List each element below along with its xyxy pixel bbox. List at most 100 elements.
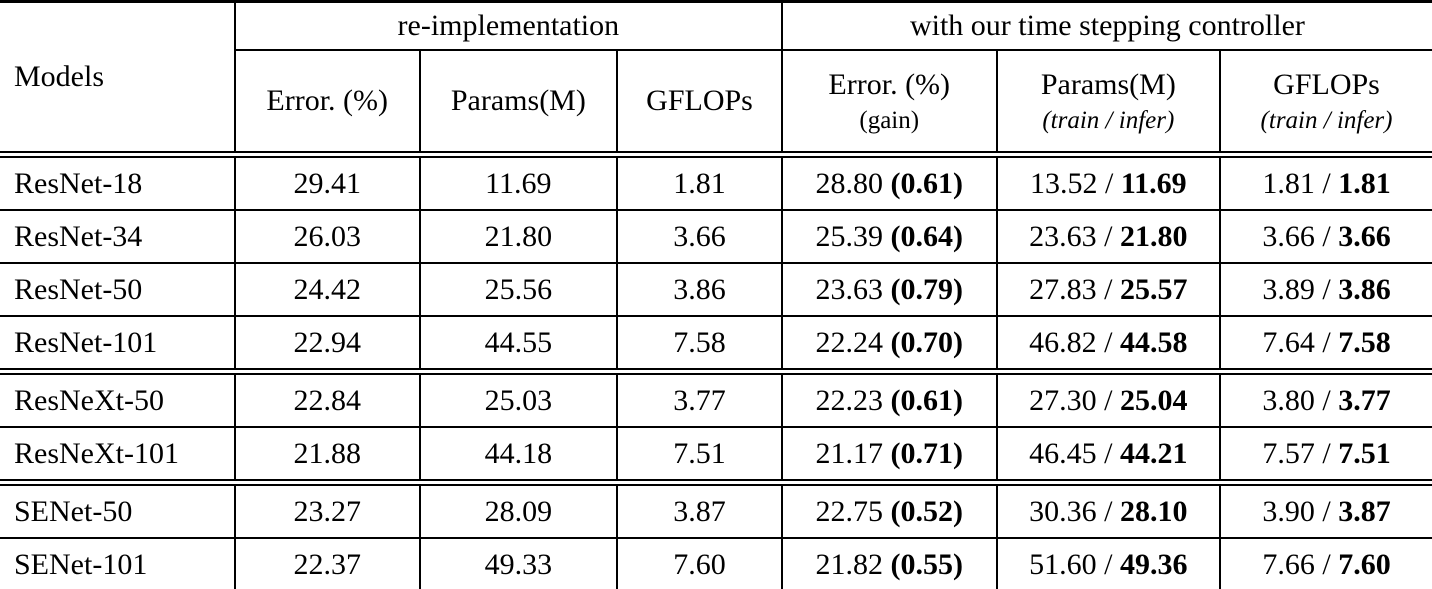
- cell-params: 28.09: [419, 479, 619, 538]
- error-value: 21.82: [815, 547, 884, 581]
- table-row: SENet-50 23.27 28.09 3.87 22.75 (0.52) 3…: [0, 479, 1432, 538]
- error-value: 22.75: [815, 494, 884, 528]
- cell-gflops-traininfer: 7.64 / 7.58: [1220, 315, 1432, 372]
- cell-model: ResNet-34: [0, 209, 236, 263]
- params-infer-value: 25.57: [1120, 272, 1188, 306]
- cell-gflops-traininfer: 1.81 / 1.81: [1220, 151, 1432, 210]
- cell-gflops: 3.77: [617, 368, 783, 427]
- error-value: 23.63: [815, 272, 884, 306]
- cell-params-traininfer: 46.45 / 44.21: [996, 426, 1222, 483]
- params-infer-value: 44.21: [1120, 436, 1188, 470]
- header-gflops: GFLOPs: [617, 50, 783, 155]
- header-error-gain: Error. (%) (gain): [781, 50, 998, 155]
- cell-gflops: 7.58: [617, 315, 783, 372]
- header-error-gain-line2: (gain): [859, 106, 920, 134]
- header-group-controller: with our time stepping controller: [781, 1, 1432, 51]
- table-row: ResNet-101 22.94 44.55 7.58 22.24 (0.70)…: [0, 315, 1432, 372]
- header-gflops-traininfer-line1: GFLOPs: [1273, 67, 1380, 101]
- params-train-value: 23.63 /: [1029, 219, 1113, 253]
- params-train-value: 46.45 /: [1029, 436, 1113, 470]
- cell-model: ResNet-101: [0, 315, 236, 372]
- gflops-train-value: 1.81 /: [1262, 166, 1331, 200]
- cell-error: 24.42: [234, 262, 421, 316]
- group-header-row: Models re-implementation with our time s…: [0, 1, 1432, 155]
- cell-error: 22.94: [234, 315, 421, 372]
- cell-error-gain: 25.39 (0.64): [781, 209, 998, 263]
- cell-error: 22.84: [234, 368, 421, 427]
- sub-header-row: Error. (%) Params(M) GFLOPs Error. (%) (…: [0, 50, 1432, 155]
- cell-model: SENet-101: [0, 537, 236, 589]
- cell-params-traininfer: 23.63 / 21.80: [996, 209, 1222, 263]
- cell-params-traininfer: 27.30 / 25.04: [996, 368, 1222, 427]
- cell-params-traininfer: 51.60 / 49.36: [996, 537, 1222, 589]
- cell-gflops-traininfer: 3.66 / 3.66: [1220, 209, 1432, 263]
- header-models: Models: [0, 1, 236, 155]
- cell-gflops-traininfer: 3.90 / 3.87: [1220, 479, 1432, 538]
- table-row: ResNet-34 26.03 21.80 3.66 25.39 (0.64) …: [0, 209, 1432, 263]
- error-value: 22.23: [815, 383, 884, 417]
- cell-gflops: 3.86: [617, 262, 783, 316]
- cell-model: ResNet-50: [0, 262, 236, 316]
- cell-model: ResNeXt-50: [0, 368, 236, 427]
- table-row: SENet-101 22.37 49.33 7.60 21.82 (0.55) …: [0, 537, 1432, 589]
- cell-params-traininfer: 46.82 / 44.58: [996, 315, 1222, 372]
- cell-error-gain: 22.23 (0.61): [781, 368, 998, 427]
- gflops-infer-value: 7.60: [1338, 547, 1391, 581]
- header-params-traininfer-line2: (train / infer): [1042, 106, 1175, 134]
- params-train-value: 27.30 /: [1029, 383, 1113, 417]
- cell-params-traininfer: 27.83 / 25.57: [996, 262, 1222, 316]
- error-gain-value: (0.61): [890, 383, 963, 417]
- params-infer-value: 11.69: [1120, 166, 1187, 200]
- gflops-infer-value: 7.51: [1338, 436, 1391, 470]
- gflops-train-value: 3.80 /: [1262, 383, 1331, 417]
- cell-gflops: 3.66: [617, 209, 783, 263]
- cell-model: ResNeXt-101: [0, 426, 236, 483]
- cell-gflops-traininfer: 7.57 / 7.51: [1220, 426, 1432, 483]
- params-infer-value: 49.36: [1120, 547, 1188, 581]
- cell-gflops-traininfer: 3.89 / 3.86: [1220, 262, 1432, 316]
- cell-gflops: 7.51: [617, 426, 783, 483]
- header-params-traininfer: Params(M) (train / infer): [996, 50, 1222, 155]
- cell-gflops: 1.81: [617, 151, 783, 210]
- cell-params: 25.03: [419, 368, 619, 427]
- cell-model: ResNet-18: [0, 151, 236, 210]
- cell-params: 21.80: [419, 209, 619, 263]
- error-value: 21.17: [815, 436, 884, 470]
- params-infer-value: 25.04: [1120, 383, 1188, 417]
- cell-error: 22.37: [234, 537, 421, 589]
- table-row: ResNeXt-50 22.84 25.03 3.77 22.23 (0.61)…: [0, 368, 1432, 427]
- gflops-infer-value: 3.87: [1338, 494, 1391, 528]
- params-train-value: 30.36 /: [1029, 494, 1113, 528]
- header-gflops-traininfer-line2: (train / infer): [1260, 106, 1393, 134]
- cell-error-gain: 21.82 (0.55): [781, 537, 998, 589]
- error-gain-value: (0.64): [890, 219, 963, 253]
- error-gain-value: (0.55): [890, 547, 963, 581]
- cell-error-gain: 28.80 (0.61): [781, 151, 998, 210]
- header-params-traininfer-line1: Params(M): [1040, 67, 1176, 101]
- gflops-train-value: 7.66 /: [1262, 547, 1331, 581]
- cell-gflops-traininfer: 3.80 / 3.77: [1220, 368, 1432, 427]
- error-value: 22.24: [815, 325, 884, 359]
- cell-gflops: 7.60: [617, 537, 783, 589]
- cell-params: 11.69: [419, 151, 619, 210]
- error-gain-value: (0.61): [890, 166, 963, 200]
- cell-error-gain: 21.17 (0.71): [781, 426, 998, 483]
- cell-error: 26.03: [234, 209, 421, 263]
- cell-error: 23.27: [234, 479, 421, 538]
- table-row: ResNet-18 29.41 11.69 1.81 28.80 (0.61) …: [0, 151, 1432, 210]
- error-gain-value: (0.52): [890, 494, 963, 528]
- table-row: ResNeXt-101 21.88 44.18 7.51 21.17 (0.71…: [0, 426, 1432, 483]
- cell-params: 25.56: [419, 262, 619, 316]
- params-train-value: 13.52 /: [1029, 166, 1114, 200]
- cell-gflops-traininfer: 7.66 / 7.60: [1220, 537, 1432, 589]
- params-train-value: 27.83 /: [1029, 272, 1113, 306]
- cell-params: 44.18: [419, 426, 619, 483]
- header-error: Error. (%): [234, 50, 421, 155]
- gflops-train-value: 3.66 /: [1262, 219, 1331, 253]
- cell-params: 49.33: [419, 537, 619, 589]
- cell-error-gain: 22.24 (0.70): [781, 315, 998, 372]
- params-infer-value: 28.10: [1120, 494, 1188, 528]
- error-value: 28.80: [815, 166, 884, 200]
- cell-error: 21.88: [234, 426, 421, 483]
